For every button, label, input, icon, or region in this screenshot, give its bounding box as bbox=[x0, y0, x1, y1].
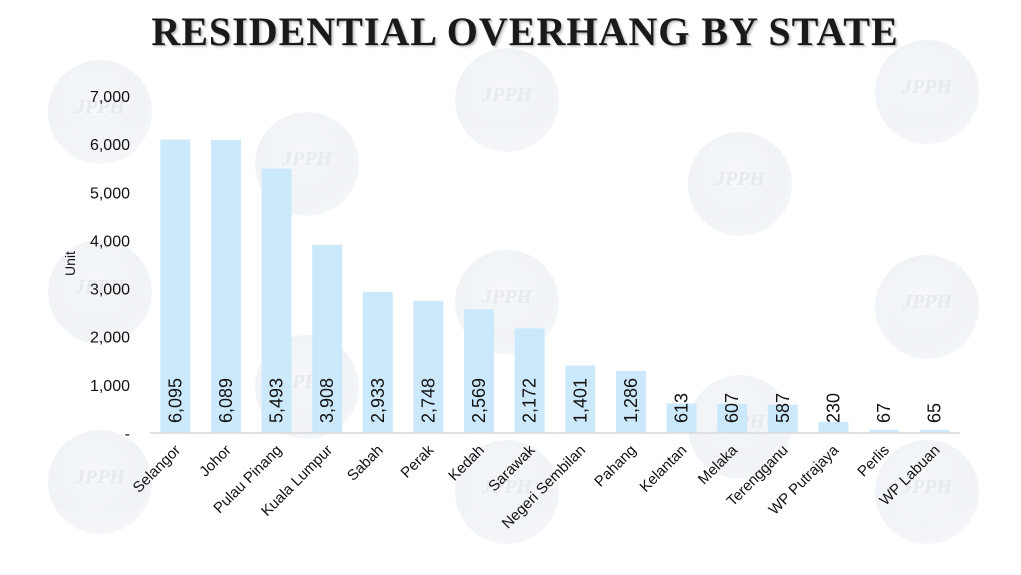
watermark-logo: JPPH bbox=[875, 440, 979, 544]
watermark-logo: JPPH bbox=[48, 430, 152, 534]
bar bbox=[565, 365, 596, 433]
watermark-logo: JPPH bbox=[875, 40, 979, 144]
data-label: 67 bbox=[874, 403, 894, 423]
bar bbox=[413, 300, 444, 433]
bar bbox=[919, 429, 950, 433]
x-tick-label: Selangor bbox=[130, 442, 184, 496]
y-tick-label: 1,000 bbox=[90, 378, 130, 395]
y-tick-label: 5,000 bbox=[90, 185, 130, 202]
data-label: 613 bbox=[672, 393, 692, 423]
y-tick-label: 2,000 bbox=[90, 330, 130, 347]
x-tick-label: Sabah bbox=[344, 442, 387, 485]
bar bbox=[261, 168, 292, 434]
bar bbox=[869, 429, 900, 433]
bar bbox=[464, 309, 495, 433]
data-label: 3,908 bbox=[317, 378, 337, 423]
data-label: 2,172 bbox=[520, 378, 540, 423]
watermark-logo: JPPH bbox=[455, 48, 559, 152]
watermark-logo: JPPH bbox=[48, 240, 152, 344]
bar bbox=[312, 244, 343, 433]
data-label: 6,095 bbox=[165, 378, 185, 423]
bar bbox=[514, 328, 545, 433]
x-tick-label: Perlis bbox=[854, 442, 893, 481]
x-tick-label: Perak bbox=[398, 441, 438, 481]
y-tick-label: 4,000 bbox=[90, 233, 130, 250]
data-label: 1,286 bbox=[621, 378, 641, 423]
watermark-logo: JPPH bbox=[48, 60, 152, 164]
x-tick-label: Johor bbox=[196, 442, 235, 481]
data-label: 6,089 bbox=[216, 378, 236, 423]
y-tick-label: 7,000 bbox=[90, 89, 130, 106]
bar bbox=[717, 403, 748, 433]
watermark-logo: JPPH bbox=[455, 440, 559, 544]
data-label: 2,748 bbox=[418, 378, 438, 423]
data-label: 2,569 bbox=[469, 378, 489, 423]
data-label: 65 bbox=[925, 403, 945, 423]
y-tick-label: 3,000 bbox=[90, 282, 130, 299]
bar bbox=[160, 139, 191, 434]
bar bbox=[210, 139, 241, 433]
y-tick-label: 6,000 bbox=[90, 137, 130, 154]
x-tick-label: Pahang bbox=[591, 442, 640, 491]
data-label: 1,401 bbox=[570, 378, 590, 423]
bar bbox=[362, 291, 393, 433]
bar bbox=[767, 404, 798, 433]
data-label: 587 bbox=[773, 393, 793, 423]
chart-title: RESIDENTIAL OVERHANG BY STATE bbox=[151, 9, 899, 54]
x-tick-label: Kelantan bbox=[636, 442, 690, 496]
data-label: 230 bbox=[823, 393, 843, 423]
data-label: 607 bbox=[722, 393, 742, 423]
watermark-logo: JPPH bbox=[688, 132, 792, 236]
bar bbox=[615, 371, 646, 433]
watermark-logo: JPPH bbox=[875, 255, 979, 359]
data-label: 5,493 bbox=[267, 378, 287, 423]
data-label: 2,933 bbox=[368, 378, 388, 423]
x-tick-label: Kedah bbox=[445, 442, 488, 485]
x-tick-label: Melaka bbox=[695, 441, 742, 488]
y-axis-title: Unit bbox=[62, 251, 78, 276]
y-tick-label: - bbox=[125, 426, 130, 443]
bar bbox=[666, 403, 697, 433]
bar bbox=[818, 421, 849, 433]
